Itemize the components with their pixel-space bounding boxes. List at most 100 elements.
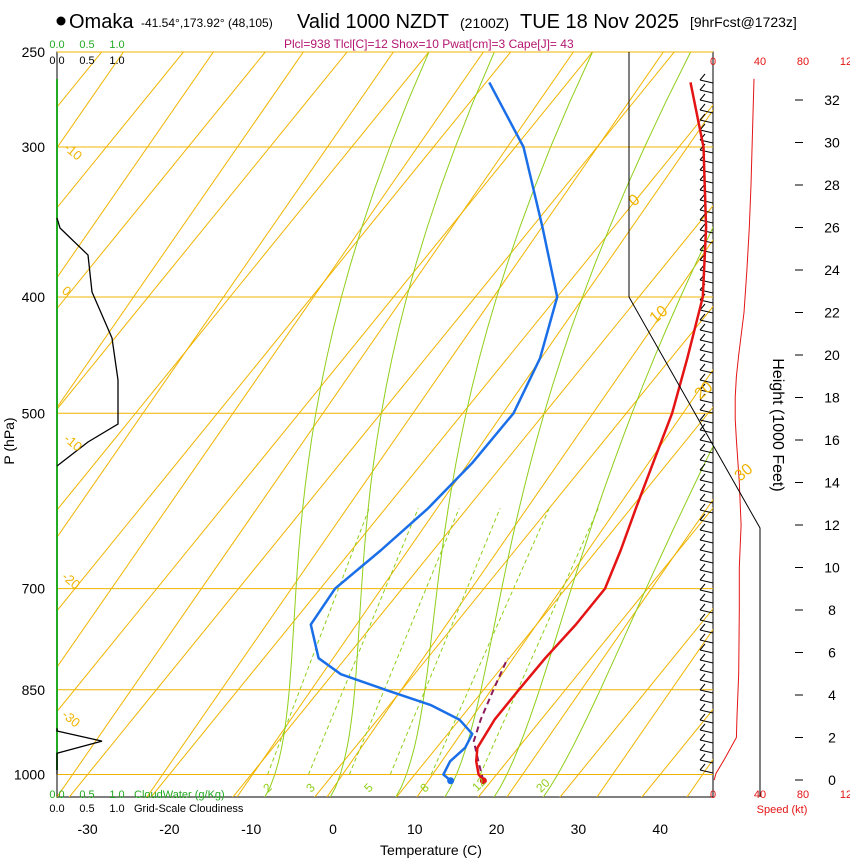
wind-barb-flag (699, 473, 706, 481)
wind-barb (699, 259, 714, 264)
cloudiness-scale-bottom: 0.5 (79, 803, 94, 815)
wind-barb (699, 729, 714, 734)
height-tick: 12 (824, 517, 840, 533)
wind-barb-flag (699, 633, 706, 641)
plot-frame (56, 51, 714, 798)
utc-time: (2100Z) (460, 15, 509, 31)
temperature-tick: 10 (407, 821, 423, 837)
wind-barb-flag (699, 543, 706, 551)
dry-adiabat (57, 52, 574, 797)
mixing-ratio-label: 12 (469, 775, 489, 795)
wind-barb (699, 159, 714, 164)
temperature-tick: 20 (489, 821, 505, 837)
sounding-indices: Plcl=938 Tlcl[C]=12 Shox=10 Pwat[cm]=3 C… (284, 37, 574, 51)
wind-barb-flag (699, 223, 706, 231)
isotherm (57, 52, 103, 108)
cloudwater-scale-bottom: 1.0 (109, 789, 124, 801)
adiabat-label: 30 (732, 461, 757, 486)
wind-barb (699, 119, 714, 124)
speed-tick-top: 0 (710, 56, 716, 68)
cloudiness-scale-top: 1.0 (109, 55, 124, 67)
wind-barb-flag (699, 533, 706, 541)
wind-barb-flag (699, 103, 706, 111)
wind-barb-flag (699, 433, 706, 441)
cloudwater-scale-bottom: 0.5 (79, 789, 94, 801)
station-coords: -41.54°,173.92° (48,105) (141, 16, 273, 30)
isotherm (559, 607, 713, 797)
wind-barb-flag (699, 353, 706, 361)
cloudwater-profile (56, 728, 103, 775)
wind-barb (699, 759, 714, 764)
dry-adiabat (146, 52, 664, 797)
wind-barb (699, 639, 714, 644)
wind-barb (699, 359, 714, 364)
wind-barb-flag (699, 763, 706, 771)
wind-barb (699, 349, 714, 354)
wind-barb (699, 509, 714, 514)
height-tick: 16 (824, 432, 840, 448)
forecast-date: TUE 18 Nov 2025 (520, 11, 679, 33)
parcel-trace (472, 657, 509, 781)
wind-barb (699, 279, 714, 284)
wind-barb (699, 709, 714, 714)
wind-barb (699, 519, 714, 524)
wind-barb (699, 539, 714, 544)
wind-barb-flag (699, 663, 706, 671)
pressure-tick: 700 (22, 581, 46, 597)
y-axis-title: P (hPa) (1, 417, 17, 464)
wind-barb (699, 339, 714, 344)
pressure-tick: 250 (22, 44, 46, 60)
height-tick: 18 (824, 390, 840, 406)
pressure-tick: 400 (22, 289, 46, 305)
mixing-ratio-line (430, 508, 550, 775)
wind-barb-flag (699, 673, 706, 681)
speed-tick-bottom: 40 (754, 789, 766, 801)
wind-barb (699, 79, 714, 84)
isotherm (57, 52, 512, 612)
surface-temperature-dot (479, 777, 487, 785)
isotherm (57, 52, 185, 209)
wind-barb-flag (699, 93, 706, 101)
wind-barb (699, 559, 714, 564)
wind-speed-profile (713, 78, 755, 781)
wind-barb (699, 619, 714, 624)
wind-barb-flag (699, 323, 706, 331)
pressure-tick: 300 (22, 139, 46, 155)
wind-barb (699, 379, 714, 384)
wind-barb (699, 719, 714, 724)
dry-adiabat (506, 498, 713, 797)
height-axis-title: Height (1000 Feet) (769, 358, 786, 491)
temperature-tick: 0 (329, 821, 337, 837)
height-tick: 32 (824, 92, 840, 108)
wind-barb (699, 429, 714, 434)
wind-barb-flag (699, 683, 706, 691)
speed-tick-bottom: 80 (797, 789, 809, 801)
speed-tick-bottom: 0 (710, 789, 716, 801)
wind-barb (699, 679, 714, 684)
dry-adiabat (0, 0, 37, 797)
wind-barb (699, 739, 714, 744)
speed-tick-top: 12 (840, 56, 850, 68)
dry-adiabat (236, 109, 713, 797)
moist-adiabat (444, 52, 692, 797)
moist-adiabat (264, 52, 430, 797)
wind-barb-flag (699, 73, 706, 81)
wind-barb-flag (699, 613, 706, 621)
wind-barb-flag (699, 453, 706, 461)
wind-barb (699, 169, 714, 174)
wind-barb (699, 649, 714, 654)
cloudwater-scale-top: 0.0 (49, 39, 64, 51)
isotherm-label: -10 (61, 431, 85, 455)
isotherm-label: -30 (59, 707, 83, 731)
dry-adiabat (57, 52, 484, 669)
surface-dewpoint-dot (447, 777, 455, 785)
dry-adiabat (0, 0, 217, 797)
wind-barbs (699, 73, 714, 774)
wind-barb (699, 399, 714, 404)
speed-line (713, 78, 755, 781)
wind-barb (699, 409, 714, 414)
speed-tick-top: 40 (754, 56, 766, 68)
height-tick: 22 (824, 305, 840, 321)
cloudwater-label: CloudWater (g/Kg) (134, 789, 225, 801)
valid-time: Valid 1000 NZDT (297, 11, 449, 33)
